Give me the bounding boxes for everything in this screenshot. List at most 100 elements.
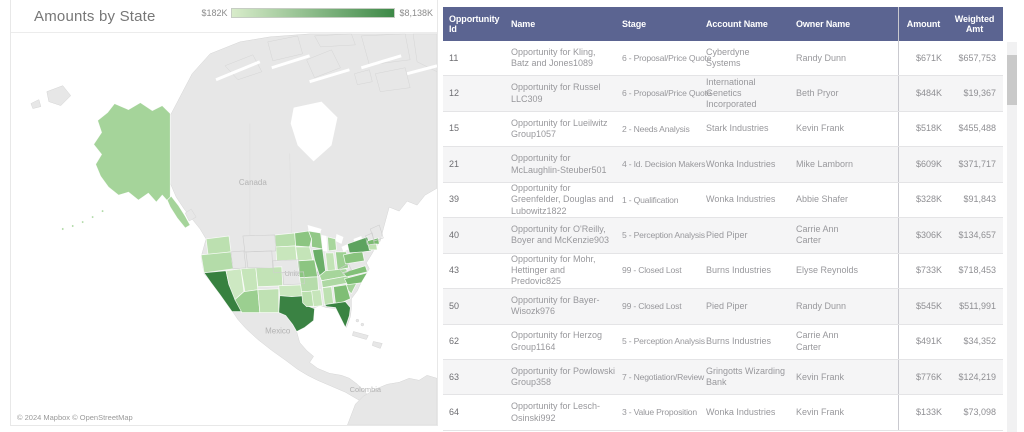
cell-name[interactable]: Opportunity for Lesch-Osinski992 bbox=[511, 401, 601, 423]
table-row[interactable]: 11 Opportunity for Kling, Batz and Jones1… bbox=[443, 41, 1003, 77]
cell-account[interactable]: Pied Piper bbox=[706, 300, 748, 311]
table-row[interactable]: 15 Opportunity for Lueilwitz Group1057 2 -… bbox=[443, 111, 1003, 148]
cell-account[interactable]: Wonka Industries bbox=[706, 158, 776, 169]
header-amount[interactable]: Amount bbox=[898, 7, 948, 41]
cell-amount[interactable]: $733K bbox=[898, 253, 948, 289]
cell-id[interactable]: 64 bbox=[449, 406, 460, 417]
cell-owner[interactable]: Randy Dunn bbox=[796, 300, 847, 311]
cell-account[interactable]: Stark Industries bbox=[706, 123, 769, 134]
cell-weighted[interactable]: $511,991 bbox=[959, 300, 996, 311]
cell-name[interactable]: Opportunity for Lueilwitz Group1057 bbox=[511, 117, 608, 140]
cell-stage[interactable]: 6 - Proposal/Price Quote bbox=[622, 88, 712, 99]
cell-owner[interactable]: Randy Dunn bbox=[796, 52, 847, 63]
cell-stage[interactable]: 6 - Proposal/Price Quote bbox=[622, 52, 712, 63]
cell-weighted[interactable]: $455,488 bbox=[958, 123, 996, 134]
cell-amount[interactable]: $328K bbox=[898, 182, 948, 218]
cell-name[interactable]: Opportunity for Powlowski Group358 bbox=[511, 365, 616, 388]
cell-name[interactable]: Opportunity for O'Reilly, Boyer and McKe… bbox=[511, 224, 610, 246]
cell-stage[interactable]: 5 - Perception Analysis bbox=[622, 230, 705, 241]
cell-amount[interactable]: $133K bbox=[898, 395, 948, 430]
cell-account[interactable]: Burns Industries bbox=[706, 265, 772, 276]
cell-weighted[interactable]: $134,657 bbox=[958, 229, 996, 240]
table-row[interactable]: 39 Opportunity for Greenfelder, Douglas a… bbox=[443, 182, 1003, 219]
header-stage[interactable]: Stage bbox=[622, 18, 647, 29]
cell-id[interactable]: 15 bbox=[449, 123, 460, 134]
cell-account[interactable]: Gringotts Wizarding Bank bbox=[706, 365, 786, 388]
cell-amount[interactable]: $518K bbox=[898, 111, 948, 147]
cell-owner[interactable]: Carrie Ann Carter bbox=[796, 224, 839, 246]
map-svg[interactable]: United States bbox=[11, 33, 437, 425]
cell-account[interactable]: Wonka Industries bbox=[706, 406, 776, 417]
cell-name[interactable]: Opportunity for Kling, Batz and Jones108… bbox=[511, 46, 596, 69]
table-row[interactable]: 40 Opportunity for O'Reilly, Boyer and Mc… bbox=[443, 218, 1003, 254]
cell-name[interactable]: Opportunity for Herzog Group1164 bbox=[511, 330, 603, 352]
cell-name[interactable]: Opportunity for Greenfelder, Douglas and… bbox=[511, 183, 614, 216]
cell-weighted[interactable]: $124,219 bbox=[958, 371, 996, 382]
cell-id[interactable]: 21 bbox=[449, 158, 460, 169]
table-row[interactable]: 50 Opportunity for Bayer-Wisozk976 99 - Cl… bbox=[443, 289, 1003, 325]
cell-stage[interactable]: 99 - Closed Lost bbox=[622, 300, 682, 311]
cell-id[interactable]: 50 bbox=[449, 300, 460, 311]
cell-stage[interactable]: 1 - Qualification bbox=[622, 194, 679, 205]
cell-weighted[interactable]: $718,453 bbox=[958, 265, 996, 276]
cell-account[interactable]: Burns Industries bbox=[706, 336, 772, 347]
cell-weighted[interactable]: $34,352 bbox=[963, 336, 996, 347]
table-row[interactable]: 12 Opportunity for Russel LLC309 6 - Propo… bbox=[443, 76, 1003, 112]
table-row[interactable]: 63 Opportunity for Powlowski Group358 7 - … bbox=[443, 359, 1003, 396]
cell-name[interactable]: Opportunity for Bayer-Wisozk976 bbox=[511, 295, 600, 317]
cell-id[interactable]: 63 bbox=[449, 371, 460, 382]
table-row[interactable]: 64 Opportunity for Lesch-Osinski992 3 - Va… bbox=[443, 395, 1003, 431]
cell-stage[interactable]: 5 - Perception Analysis bbox=[622, 336, 705, 347]
header-name[interactable]: Name bbox=[511, 18, 536, 29]
cell-amount[interactable]: $609K bbox=[898, 147, 948, 182]
cell-owner[interactable]: Abbie Shafer bbox=[796, 194, 849, 205]
cell-amount[interactable]: $306K bbox=[898, 218, 948, 253]
cell-owner[interactable]: Kevin Frank bbox=[796, 371, 845, 382]
cell-account[interactable]: Cyberdyne Systems bbox=[706, 46, 750, 69]
cell-name[interactable]: Opportunity for Mohr, Hettinger and Pred… bbox=[511, 253, 596, 287]
cell-amount[interactable]: $545K bbox=[898, 289, 948, 324]
choropleth-map[interactable]: United States bbox=[11, 32, 437, 425]
cell-stage[interactable]: 4 - Id. Decision Makers bbox=[622, 159, 706, 170]
cell-id[interactable]: 12 bbox=[449, 88, 460, 99]
state-marks[interactable] bbox=[61, 102, 384, 332]
cell-owner[interactable]: Kevin Frank bbox=[796, 406, 845, 417]
cell-account[interactable]: Wonka Industries bbox=[706, 194, 776, 205]
cell-id[interactable]: 43 bbox=[449, 265, 460, 276]
cell-amount[interactable]: $776K bbox=[898, 359, 948, 395]
scrollbar-thumb[interactable] bbox=[1007, 55, 1017, 105]
cell-name[interactable]: Opportunity for Russel LLC309 bbox=[511, 82, 601, 104]
table-row[interactable]: 21 Opportunity for McLaughlin-Steuber501 4… bbox=[443, 147, 1003, 183]
map-attribution[interactable]: © 2024 Mapbox © OpenStreetMap bbox=[17, 413, 133, 422]
header-account-name[interactable]: Account Name bbox=[706, 18, 768, 29]
cell-owner[interactable]: Beth Pryor bbox=[796, 88, 839, 99]
table-scrollbar[interactable] bbox=[1007, 42, 1017, 432]
color-legend[interactable]: $182K $8,138K bbox=[201, 8, 433, 18]
cell-weighted[interactable]: $73,098 bbox=[963, 406, 996, 417]
cell-account[interactable]: International Genetics Incorporated bbox=[706, 76, 757, 110]
cell-owner[interactable]: Carrie Ann Carter bbox=[796, 330, 839, 352]
cell-id[interactable]: 11 bbox=[449, 52, 459, 63]
cell-weighted[interactable]: $19,367 bbox=[963, 88, 996, 99]
cell-account[interactable]: Pied Piper bbox=[706, 229, 748, 240]
cell-owner[interactable]: Mike Lamborn bbox=[796, 158, 854, 169]
cell-id[interactable]: 39 bbox=[449, 194, 460, 205]
cell-id[interactable]: 40 bbox=[449, 229, 460, 240]
cell-id[interactable]: 62 bbox=[449, 336, 460, 347]
cell-amount[interactable]: $484K bbox=[898, 76, 948, 111]
cell-weighted[interactable]: $657,753 bbox=[958, 52, 996, 63]
header-opportunity-id[interactable]: Opportunity Id bbox=[449, 13, 500, 34]
cell-amount[interactable]: $671K bbox=[898, 41, 948, 76]
cell-owner[interactable]: Kevin Frank bbox=[796, 123, 845, 134]
cell-stage[interactable]: 3 - Value Proposition bbox=[622, 407, 697, 418]
cell-amount[interactable]: $491K bbox=[898, 324, 948, 359]
cell-weighted[interactable]: $371,717 bbox=[958, 158, 996, 169]
legend-gradient-bar[interactable] bbox=[231, 8, 396, 18]
cell-owner[interactable]: Elyse Reynolds bbox=[796, 265, 859, 276]
cell-stage[interactable]: 99 - Closed Lost bbox=[622, 265, 682, 276]
table-row[interactable]: 43 Opportunity for Mohr, Hettinger and Pr… bbox=[443, 253, 1003, 290]
header-weighted-amt[interactable]: Weighted Amt bbox=[954, 13, 995, 34]
cell-stage[interactable]: 7 - Negotiation/Review bbox=[622, 371, 705, 382]
table-row[interactable]: 62 Opportunity for Herzog Group1164 5 - Pe… bbox=[443, 324, 1003, 360]
cell-name[interactable]: Opportunity for McLaughlin-Steuber501 bbox=[511, 153, 607, 175]
